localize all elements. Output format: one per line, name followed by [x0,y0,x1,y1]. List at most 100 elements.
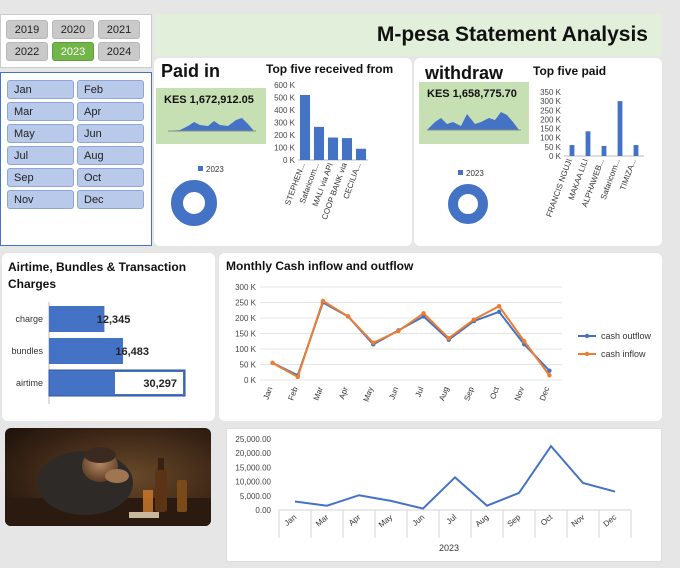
year-button-2021[interactable]: 2021 [98,20,140,39]
withdraw-legend-label: 2023 [466,169,484,178]
charges-title: Airtime, Bundles & Transaction Charges [8,260,187,291]
year-button-2020[interactable]: 2020 [52,20,94,39]
data-point [547,373,552,378]
xtick-label: Apr [347,512,363,527]
data-point [496,309,502,314]
withdraw-kpi: KES 1,658,775.70 [419,82,529,144]
paid-in-heading: Paid in [161,61,221,81]
xtick-label: Jun [411,513,427,528]
category-label: airtime [16,378,43,388]
withdraw-donut-ring [448,184,488,224]
ytick-label: 100 K [540,134,562,143]
ytick-label: 0 K [283,156,296,165]
data-point [345,314,351,319]
xtick-label: May [361,386,375,403]
top-received-title: Top five received from [266,62,394,76]
month-button-sep[interactable]: Sep [7,168,74,187]
data-point [295,374,300,380]
page-title: M-pesa Statement Analysis [154,14,662,56]
bar [617,101,623,156]
month-button-dec[interactable]: Dec [77,190,144,209]
paid-in-sparkline [168,118,256,132]
data-point [471,317,477,322]
bar [585,131,591,156]
ytick-label: 150 K [540,125,562,134]
monthly-title: Monthly Cash inflow and outflow [226,259,414,273]
category-label: charge [15,314,43,324]
month-button-oct[interactable]: Oct [77,168,144,187]
ytick-label: 300 K [235,283,257,292]
legend-label: cash inflow [601,349,646,359]
ytick-label: 25,000.00 [235,435,271,444]
top-paid-title: Top five paid [533,64,607,78]
month-button-jul[interactable]: Jul [7,146,74,165]
month-button-mar[interactable]: Mar [7,102,74,121]
bar [49,306,105,332]
xtick-label: Mar [314,512,331,528]
paid-in-donut-ring [171,180,217,226]
withdraw-legend-swatch [458,170,463,175]
ytick-label: 200 K [235,314,257,323]
xtick-label: Jun [387,386,400,401]
month-button-feb[interactable]: Feb [77,80,144,99]
xtick-label: Aug [437,386,450,402]
ytick-label: 5,000.00 [240,492,272,501]
ytick-label: 20,000.00 [235,449,271,458]
ytick-label: 100 K [274,144,296,153]
year-button-2023[interactable]: 2023 [52,42,94,61]
xtick-label: Dec [538,386,551,402]
xtick-label: Dec [602,513,619,529]
legend-label: cash outflow [601,331,652,341]
withdraw-sparkline [427,112,521,131]
ytick-label: 500 K [274,94,296,103]
bar [299,95,311,160]
xtick-label: Nov [570,513,587,529]
bar-value-label: 12,345 [97,314,131,326]
x-axis-label: 2023 [439,543,459,553]
paid-in-legend-swatch [198,166,203,171]
month-button-nov[interactable]: Nov [7,190,74,209]
ytick-label: 600 K [274,81,296,90]
ytick-label: 200 K [274,131,296,140]
series-line [294,444,616,510]
legend-marker [584,333,590,339]
xtick-label: Apr [337,385,350,400]
paid-in-kpi-value: KES 1,672,912.05 [164,94,254,106]
distressed-man-image [5,428,211,526]
year-button-2019[interactable]: 2019 [6,20,48,39]
ytick-label: 0 K [244,376,257,385]
monthly-chart: 0 K 50 K 100 K 150 K 200 K 250 K 300 K Jan Feb Ma… [235,283,652,403]
xtick-label: May [377,513,394,530]
month-button-may[interactable]: May [7,124,74,143]
month-button-jun[interactable]: Jun [77,124,144,143]
year-button-2022[interactable]: 2022 [6,42,48,61]
year-button-2024[interactable]: 2024 [98,42,140,61]
xtick-label: Sep [506,512,523,528]
bar [341,138,353,160]
paid-in-kpi: KES 1,672,912.05 [156,88,266,144]
bar [569,145,575,156]
ytick-label: 50 K [545,143,562,152]
xtick-label: Oct [539,512,555,527]
xtick-label: Mar [312,385,325,401]
data-point [421,311,426,316]
ytick-label: 100 K [235,345,257,354]
data-point [496,304,502,309]
xtick-label: Jan [262,386,275,401]
bar [313,126,325,160]
bottom-line-chart: 0.00 5,000.00 10,000.00 15,000.00 20,000.00 2… [235,435,632,553]
bar-value-label: 16,483 [115,346,149,358]
month-button-apr[interactable]: Apr [77,102,144,121]
month-button-aug[interactable]: Aug [77,146,144,165]
ytick-label: 200 K [540,115,562,124]
withdraw-donut: 2023 [448,169,488,224]
month-button-jan[interactable]: Jan [7,80,74,99]
data-point [522,339,527,344]
bar [327,137,339,160]
xtick-label: Jul [414,385,426,398]
xtick-label: Nov [513,386,526,402]
data-point [446,335,451,341]
data-point [396,328,401,334]
